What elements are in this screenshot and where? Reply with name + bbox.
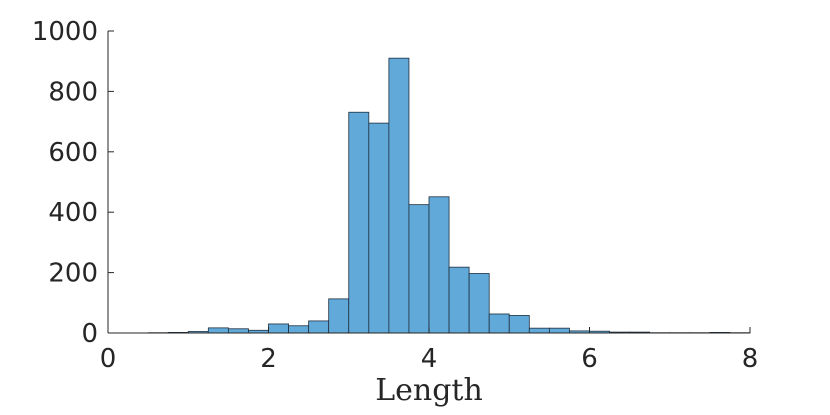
x-tick-label: 2 xyxy=(260,344,277,374)
x-tick-label: 6 xyxy=(581,344,598,374)
histogram-bar xyxy=(528,327,550,334)
histogram-bar xyxy=(368,122,390,334)
y-tick-label: 1000 xyxy=(32,17,98,47)
y-tick-label: 800 xyxy=(48,77,98,107)
x-tick-label: 4 xyxy=(421,344,438,374)
histogram-bar xyxy=(488,313,510,334)
histogram-bar xyxy=(548,327,570,334)
y-tick-label: 0 xyxy=(81,319,98,349)
histogram-bar xyxy=(207,327,229,334)
bars-group xyxy=(147,57,751,334)
histogram-bar xyxy=(348,111,370,334)
histogram-bar xyxy=(328,298,350,334)
histogram-bar xyxy=(428,196,450,334)
histogram-bar xyxy=(288,325,310,334)
x-ticks-group: 0 2 4 6 8 xyxy=(100,327,759,374)
y-ticks-group: 0 200 400 600 800 1000 xyxy=(32,17,114,349)
histogram-bar xyxy=(468,273,490,334)
histogram-bar xyxy=(508,315,530,334)
histogram-bar xyxy=(227,328,249,334)
histogram-bar xyxy=(448,266,470,334)
y-tick-label: 400 xyxy=(48,198,98,228)
x-tick-label: 8 xyxy=(742,344,759,374)
x-axis-title: Length xyxy=(375,373,483,408)
histogram-bar xyxy=(308,320,330,334)
x-tick-label: 0 xyxy=(100,344,117,374)
histogram-bar xyxy=(388,57,410,334)
histogram-bar xyxy=(268,323,289,334)
y-tick-label: 600 xyxy=(48,138,98,168)
histogram-bar xyxy=(408,204,430,334)
y-tick-label: 200 xyxy=(48,259,98,289)
